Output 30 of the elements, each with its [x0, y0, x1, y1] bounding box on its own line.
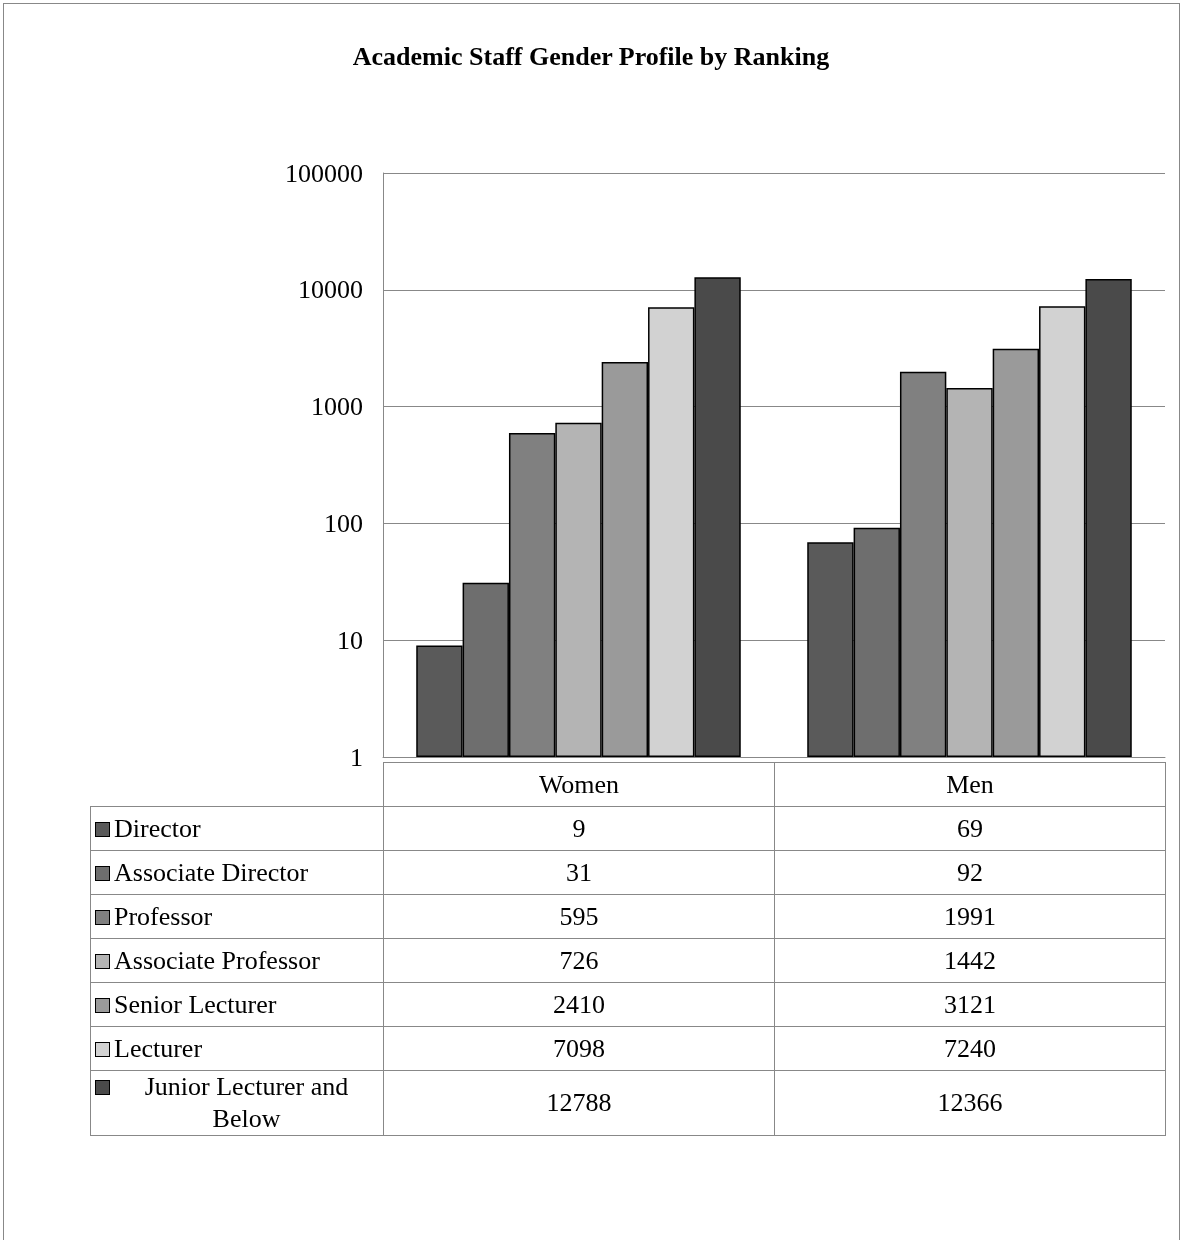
y-tick-label: 10000 — [298, 275, 363, 305]
x-tick-label: Men — [774, 762, 1166, 807]
y-tick-label: 100 — [324, 508, 363, 538]
x-tick-label: Women — [383, 762, 775, 807]
data-label: 9 — [383, 806, 775, 851]
data-label: 7240 — [774, 1026, 1166, 1071]
data-label: 7098 — [383, 1026, 775, 1071]
data-label: 12788 — [383, 1070, 775, 1136]
data-label: 92 — [774, 850, 1166, 895]
data-label: 595 — [383, 894, 775, 939]
chart-title: Academic Staff Gender Profile by Ranking — [352, 41, 830, 71]
y-tick-label: 1 — [350, 742, 363, 772]
legend-label: Lecturer — [114, 1032, 203, 1065]
data-label: 3121 — [774, 982, 1166, 1027]
legend-label: Junior Lecturer and Below — [143, 1071, 350, 1135]
y-tick-label: 10 — [337, 625, 363, 655]
legend-label: Professor — [114, 900, 213, 933]
data-label: 12366 — [774, 1070, 1166, 1136]
y-tick-label: 100000 — [285, 158, 363, 188]
y-tick-label: 1000 — [311, 392, 363, 422]
data-label: 69 — [774, 806, 1166, 851]
data-label: 1442 — [774, 938, 1166, 983]
legend-label: Associate Professor — [114, 944, 320, 977]
data-label: 1991 — [774, 894, 1166, 939]
legend-label: Senior Lecturer — [114, 988, 277, 1021]
data-label: 2410 — [383, 982, 775, 1027]
data-label: 31 — [383, 850, 775, 895]
data-label: 726 — [383, 938, 775, 983]
legend-label: Associate Director — [114, 856, 309, 889]
legend-label: Director — [114, 812, 201, 845]
